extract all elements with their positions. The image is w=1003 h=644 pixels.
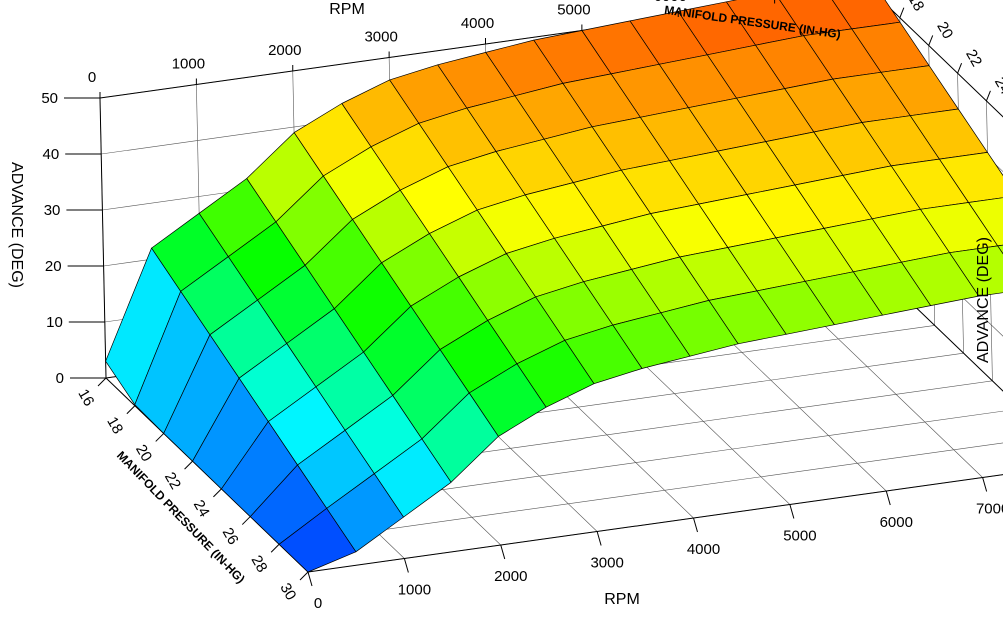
- manifold-tick-mark-bottom: [299, 571, 309, 581]
- rpm-tick-label-top: 0: [88, 69, 96, 86]
- advance-surface: [105, 0, 1003, 573]
- manifold-tick-mark-bottom: [155, 433, 165, 442]
- manifold-tick-mark-bottom: [213, 488, 222, 498]
- manifold-tick-mark-bottom: [126, 405, 136, 415]
- frame-edge: [99, 97, 107, 379]
- advance-tick-label-left: 50: [41, 90, 58, 107]
- advance-tick-label-left: 20: [45, 258, 62, 275]
- rpm-tick-mark-bottom: [307, 571, 313, 587]
- advance-tick-label-left: 30: [44, 202, 61, 219]
- rpm-tick-mark-bottom: [500, 544, 506, 560]
- manifold-tick-label-top: 24: [991, 74, 1003, 97]
- manifold-tick-label-top: 22: [962, 47, 985, 70]
- advance-axis-title-right: ADVANCE (DEG): [975, 237, 992, 363]
- manifold-tick-mark-bottom: [97, 377, 107, 387]
- floor-grid-line: [279, 442, 1003, 545]
- advance-tick-label-left: 0: [56, 370, 64, 387]
- rpm-axis-title-top: RPM: [329, 1, 365, 18]
- manifold-tick-label-bottom: 22: [161, 469, 184, 492]
- rpm-tick-label-bottom: 5000: [783, 528, 816, 545]
- advance-tick-label-left: 10: [46, 314, 63, 331]
- manifold-tick-mark-top: [928, 35, 934, 46]
- rpm-tick-label-bottom: 6000: [880, 514, 913, 531]
- rpm-tick-label-bottom: 0: [314, 595, 322, 612]
- manifold-tick-label-bottom: 28: [248, 553, 271, 576]
- manifold-tick-mark-top: [899, 7, 905, 18]
- manifold-tick-mark-top: [957, 62, 963, 74]
- rpm-tick-mark-bottom: [693, 517, 698, 533]
- manifold-tick-label-top: 18: [904, 0, 927, 14]
- manifold-tick-label-bottom: 30: [276, 580, 299, 603]
- advance-axis-title-left: ADVANCE (DEG): [8, 162, 25, 288]
- manifold-tick-mark-bottom: [241, 516, 251, 525]
- rpm-tick-mark-bottom: [982, 477, 988, 492]
- manifold-tick-label-bottom: 16: [74, 386, 97, 409]
- manifold-tick-mark-top: [985, 90, 991, 102]
- rpm-tick-label-top: 2000: [268, 42, 301, 59]
- rpm-tick-label-bottom: 2000: [494, 568, 527, 585]
- rpm-tick-mark-bottom: [403, 558, 409, 573]
- manifold-tick-label-bottom: 24: [190, 497, 213, 520]
- rpm-tick-label-top: 3000: [364, 29, 397, 46]
- manifold-tick-label-bottom: 20: [132, 442, 155, 465]
- rpm-tick-label-top: 1000: [172, 56, 205, 73]
- rpm-tick-label-bottom: 4000: [687, 541, 720, 558]
- rpm-tick-label-top: 5000: [557, 2, 590, 19]
- rpm-tick-label-top: 6000: [654, 0, 687, 5]
- rpm-tick-label-bottom: 1000: [398, 582, 431, 599]
- advance-tick-label-left: 40: [43, 146, 60, 163]
- manifold-tick-label-top: 20: [933, 19, 956, 42]
- surface-patch: [278, 508, 357, 573]
- rpm-tick-mark-bottom: [789, 504, 795, 519]
- manifold-tick-mark-bottom: [270, 543, 280, 553]
- rpm-tick-label-bottom: 3000: [590, 555, 623, 572]
- rpm-tick-label-top: 4000: [461, 15, 494, 32]
- manifold-tick-label-bottom: 26: [219, 525, 242, 548]
- rpm-tick-mark-bottom: [596, 531, 602, 546]
- rpm-axis-title-bottom: RPM: [604, 591, 640, 608]
- manifold-tick-mark-bottom: [184, 460, 193, 470]
- manifold-tick-label-bottom: 18: [103, 414, 126, 437]
- frame-edge: [880, 0, 1003, 118]
- rpm-tick-mark-bottom: [885, 490, 891, 506]
- axis-labels: 0100020003000400050006000700080000100020…: [41, 0, 1003, 612]
